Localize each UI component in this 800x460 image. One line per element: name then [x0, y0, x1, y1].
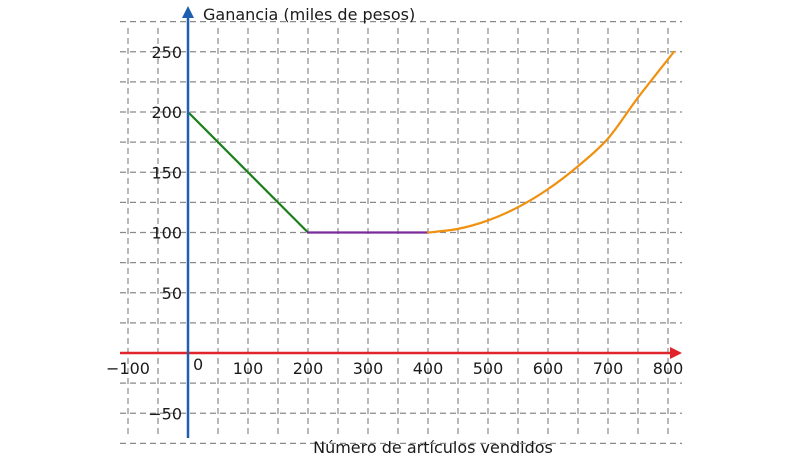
y-tick-label: −50: [148, 404, 182, 423]
y-tick-label: 150: [151, 163, 182, 182]
origin-label: 0: [193, 355, 203, 374]
x-tick-label: 700: [593, 359, 624, 378]
y-axis-title: Ganancia (miles de pesos): [203, 5, 415, 24]
x-tick-label: 500: [473, 359, 504, 378]
x-tick-label: 400: [413, 359, 444, 378]
x-tick-label: 100: [233, 359, 264, 378]
series-line-1: [186, 110, 310, 234]
x-tick-label: 300: [353, 359, 384, 378]
y-tick-label: 200: [151, 103, 182, 122]
y-tick-label: 100: [151, 224, 182, 243]
series-lines: [186, 50, 676, 234]
x-tick-label: 200: [293, 359, 324, 378]
y-tick-label: 250: [151, 43, 182, 62]
y-tick-label: 50: [162, 284, 182, 303]
series-line-3: [426, 50, 676, 234]
x-tick-label: 800: [653, 359, 684, 378]
grid: [120, 21, 682, 444]
x-tick-label: 600: [533, 359, 564, 378]
tick-labels: −100 100 200 300 400 500 600 700 800 0 250 200 150 10…: [106, 43, 683, 424]
y-axis-arrow-icon: [182, 6, 194, 18]
x-axis-arrow-icon: [670, 347, 682, 359]
axes: [120, 6, 682, 438]
x-tick-label: −100: [106, 359, 150, 378]
x-axis-title: Número de artículos vendidos: [313, 438, 553, 457]
